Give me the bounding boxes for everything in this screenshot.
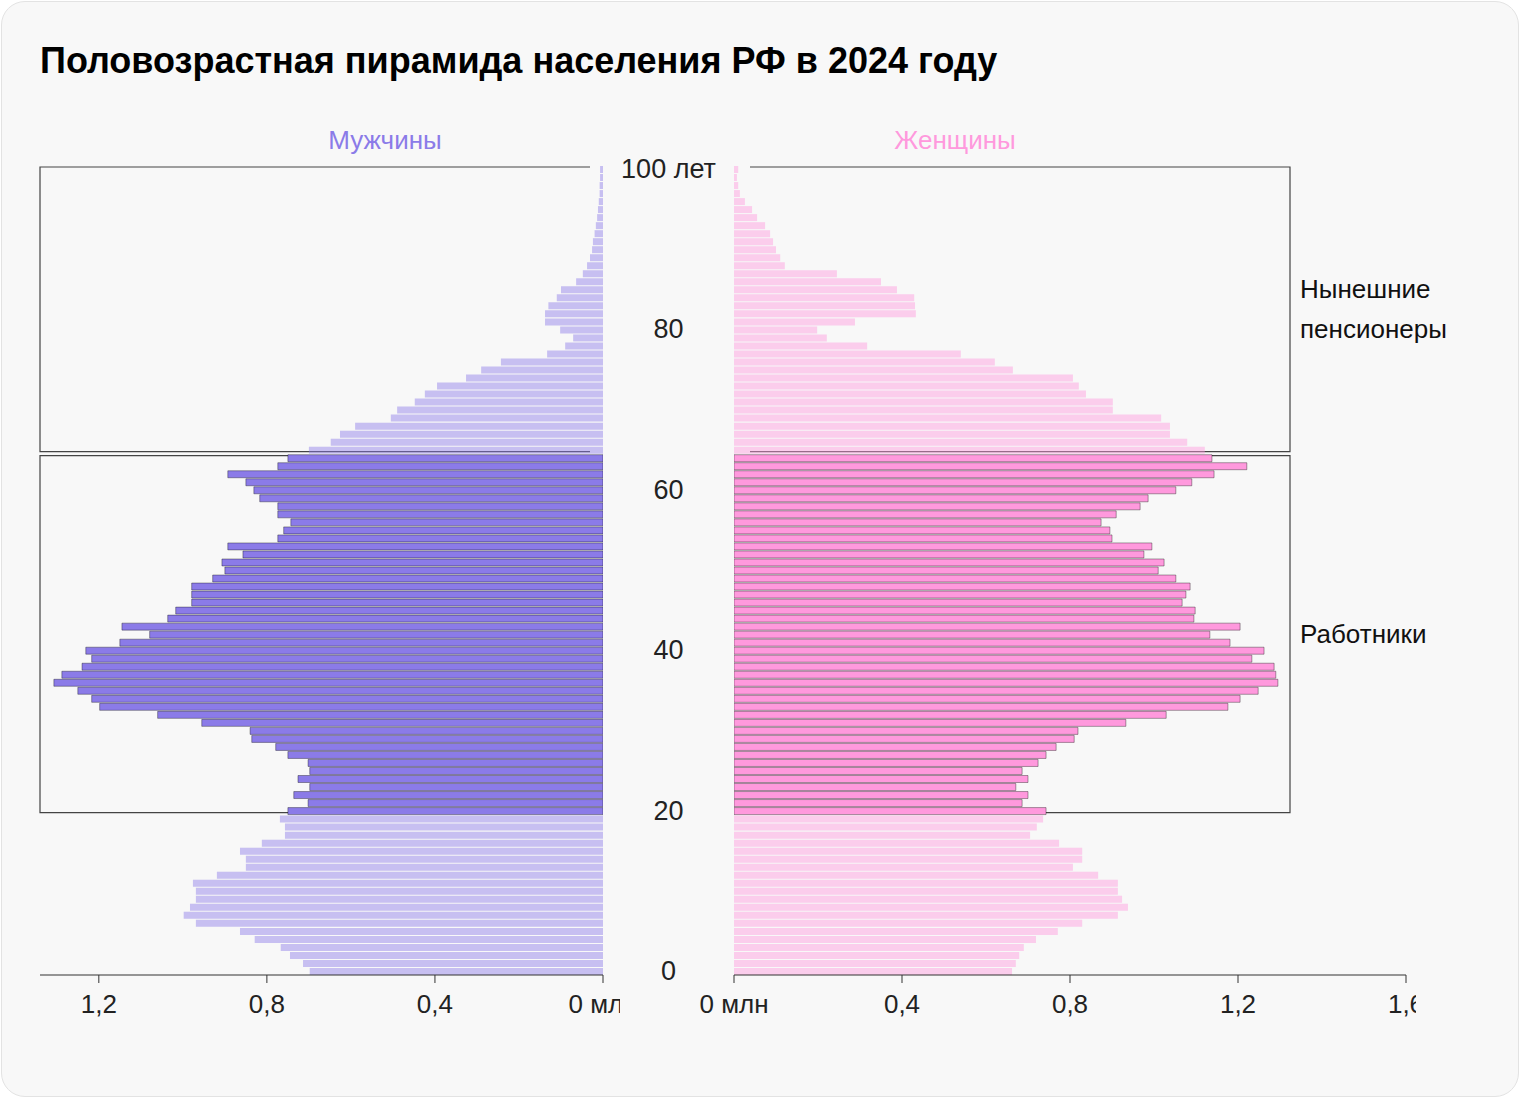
svg-text:20: 20 xyxy=(653,796,683,826)
svg-text:0,8: 0,8 xyxy=(249,989,285,1019)
svg-text:80: 80 xyxy=(653,314,683,344)
svg-text:0,4: 0,4 xyxy=(884,989,920,1019)
html-text:Мужчины: Мужчины xyxy=(328,124,442,155)
html-text:Половозрастная пирамида населе: Половозрастная пирамида населения РФ в 2… xyxy=(40,40,998,81)
svg-text:1,2: 1,2 xyxy=(81,989,117,1019)
svg-text:0,4: 0,4 xyxy=(417,989,453,1019)
svg-text:0: 0 xyxy=(661,956,676,986)
svg-text:1,6: 1,6 xyxy=(1388,989,1416,1019)
svg-text:0 млн: 0 млн xyxy=(568,989,620,1019)
svg-text:0,8: 0,8 xyxy=(1052,989,1088,1019)
svg-text:1,2: 1,2 xyxy=(1220,989,1256,1019)
svg-text:0 млн: 0 млн xyxy=(699,989,768,1019)
svg-text:40: 40 xyxy=(653,635,683,665)
html-text:Нынешние пенсионеры: Нынешние пенсионеры xyxy=(1300,274,1447,345)
svg-text:60: 60 xyxy=(653,475,683,505)
svg-text:100 лет: 100 лет xyxy=(621,154,716,184)
html-text:Работники: Работники xyxy=(1300,619,1427,650)
html-text:Женщины: Женщины xyxy=(894,124,1016,155)
